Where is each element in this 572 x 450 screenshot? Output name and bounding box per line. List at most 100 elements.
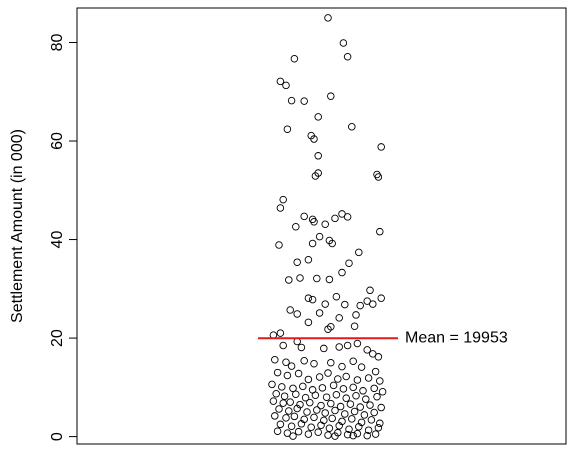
data-point: [342, 394, 350, 402]
data-point: [349, 383, 357, 392]
data-point: [370, 384, 378, 393]
data-point: [297, 343, 306, 352]
data-point: [296, 400, 304, 409]
data-point: [294, 369, 303, 378]
data-point: [364, 426, 373, 434]
data-point: [370, 408, 378, 417]
data-point: [317, 401, 325, 410]
data-point: [331, 406, 339, 415]
data-point: [321, 409, 329, 417]
data-point: [332, 292, 341, 301]
data-point: [314, 428, 322, 436]
data-point: [343, 430, 352, 439]
data-point: [283, 125, 292, 133]
data-point: [289, 432, 297, 440]
data-point: [303, 408, 311, 416]
data-point: [275, 405, 283, 413]
data-point: [339, 385, 348, 393]
data-point: [356, 301, 364, 310]
data-point: [353, 376, 362, 384]
data-point: [276, 420, 285, 429]
data-point: [322, 393, 331, 401]
data-point: [324, 14, 332, 22]
y-tick-label: 40: [49, 231, 66, 249]
data-point: [276, 329, 285, 337]
data-point: [335, 422, 343, 430]
data-point: [349, 431, 357, 440]
data-point: [350, 322, 359, 331]
data-point: [273, 368, 282, 377]
data-point: [293, 258, 301, 266]
data-point: [341, 300, 349, 309]
data-point: [287, 362, 296, 370]
data-point: [343, 341, 352, 350]
data-point: [377, 143, 385, 151]
data-point: [345, 425, 353, 433]
data-point: [327, 92, 335, 100]
data-point: [314, 152, 322, 160]
data-points: [268, 14, 387, 440]
data-point: [280, 392, 289, 400]
data-point: [324, 431, 332, 439]
data-point: [285, 276, 293, 284]
y-tick-label: 20: [49, 329, 66, 347]
data-point: [324, 369, 332, 377]
data-point: [343, 53, 352, 61]
data-point: [338, 362, 346, 371]
y-tick-label: 60: [49, 132, 66, 150]
data-point: [311, 391, 320, 399]
data-point: [357, 363, 366, 371]
data-point: [362, 395, 370, 403]
data-point: [275, 241, 283, 249]
data-point: [327, 399, 335, 408]
data-point: [353, 429, 362, 438]
data-point: [376, 377, 384, 385]
data-point: [349, 357, 357, 365]
data-point: [269, 397, 278, 405]
data-point: [374, 423, 383, 432]
y-tick-labels: 0 20 40 60 80: [49, 33, 66, 441]
data-point: [294, 427, 303, 436]
data-point: [307, 423, 315, 431]
data-point: [317, 421, 325, 430]
data-point: [329, 381, 338, 390]
data-point: [310, 359, 318, 368]
data-point: [299, 382, 307, 391]
data-point: [318, 384, 327, 392]
plot-frame: [76, 7, 567, 445]
data-point: [292, 390, 300, 398]
y-tick-label: 0: [49, 432, 66, 441]
data-point: [300, 356, 308, 365]
data-point: [297, 420, 306, 428]
data-point: [331, 214, 339, 223]
data-point: [346, 400, 355, 408]
data-point: [345, 259, 353, 267]
data-point: [320, 344, 328, 353]
data-point: [292, 222, 300, 231]
data-point: [283, 371, 292, 380]
data-point: [321, 300, 329, 308]
data-point: [371, 367, 380, 376]
data-point: [359, 387, 367, 395]
data-point: [304, 294, 313, 302]
data-point: [278, 383, 286, 391]
data-point: [314, 113, 322, 121]
data-point: [328, 414, 336, 423]
data-point: [304, 255, 313, 264]
data-point: [304, 318, 313, 327]
data-point: [350, 407, 359, 416]
data-point: [363, 431, 371, 440]
data-point: [287, 96, 296, 105]
data-point: [338, 268, 346, 277]
data-point: [377, 403, 385, 412]
data-point: [304, 375, 313, 384]
data-point: [353, 339, 362, 348]
data-point: [378, 388, 387, 396]
data-point: [374, 173, 383, 181]
data-point: [289, 384, 297, 393]
data-point: [276, 204, 285, 212]
data-point: [325, 275, 334, 284]
data-point: [282, 81, 290, 90]
data-point: [348, 415, 356, 423]
data-point: [315, 232, 324, 241]
